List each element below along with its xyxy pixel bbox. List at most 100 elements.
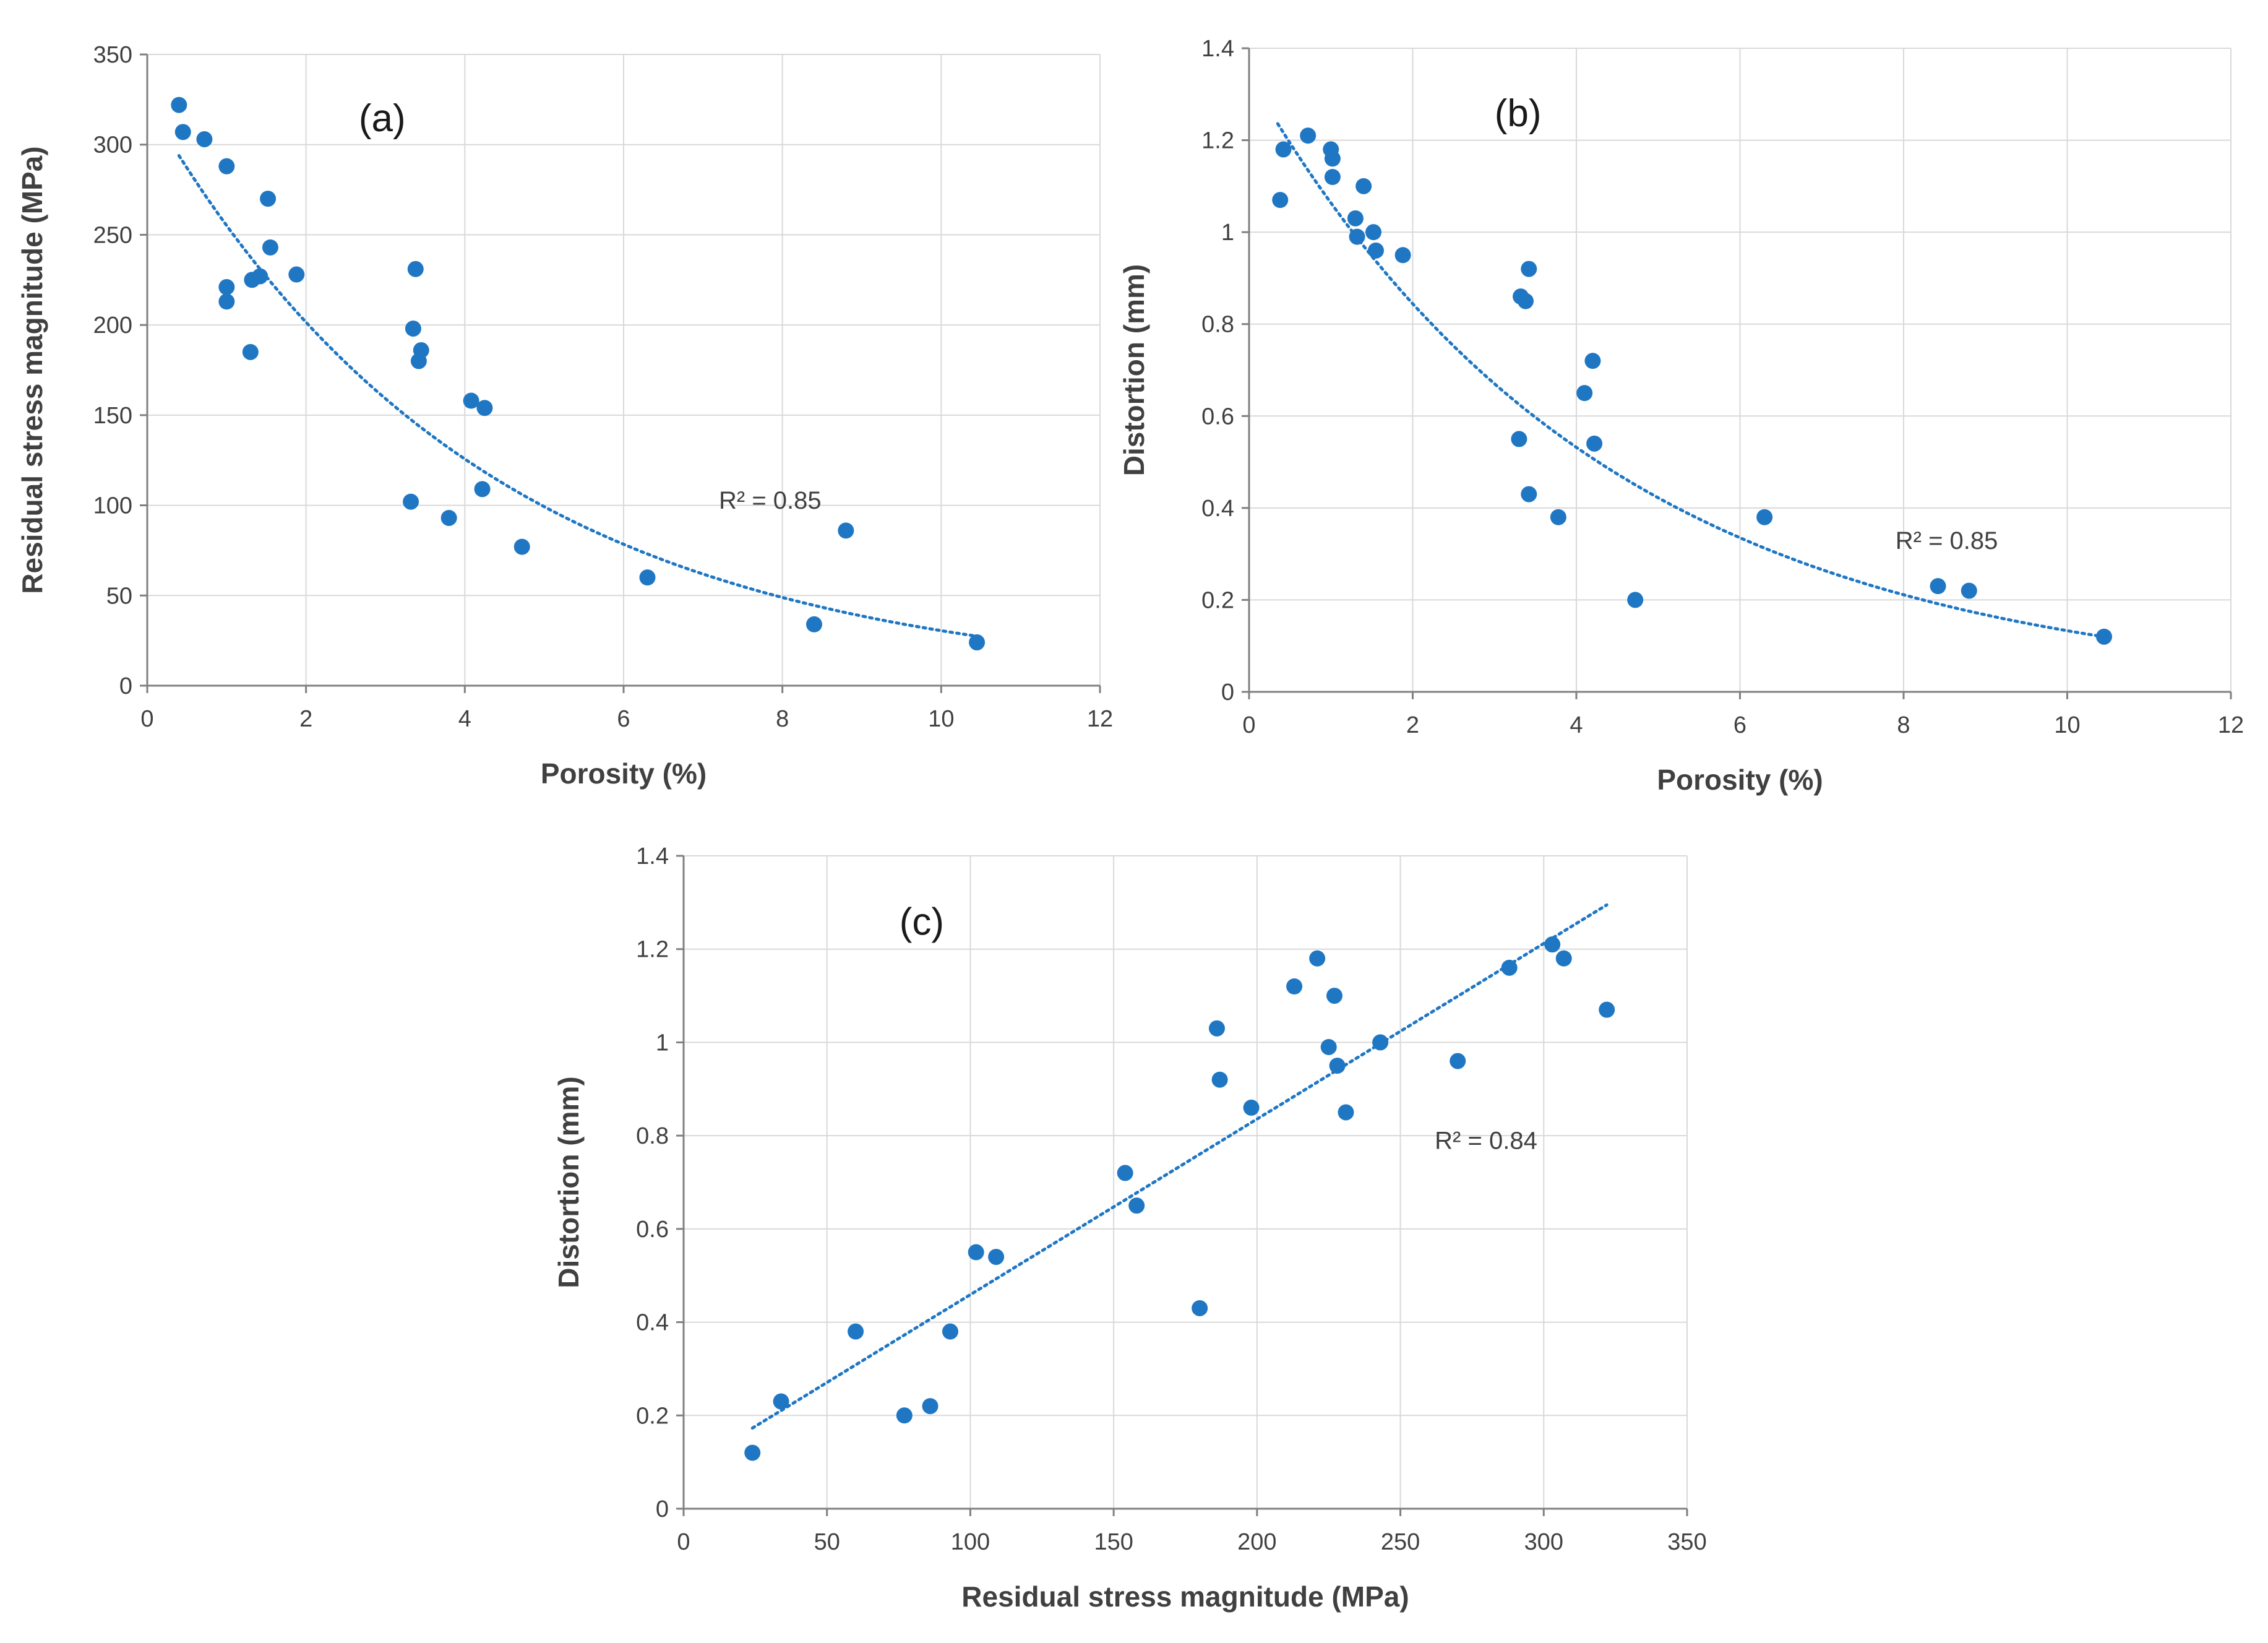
panel-c-data-point (1192, 1300, 1208, 1316)
panel-c-data-point (1555, 950, 1572, 967)
panel-a-data-point (838, 522, 854, 539)
panel-b-x-tick-label: 6 (1733, 712, 1746, 738)
panel-c-data-point (896, 1407, 913, 1424)
panel-b-r-squared: R² = 0.85 (1896, 527, 1998, 554)
panel-b-y-tick-label: 0.8 (1201, 312, 1234, 338)
panel-b-data-point (1521, 486, 1537, 502)
panel-c-x-tick-label: 200 (1237, 1529, 1276, 1555)
panel-a-x-tick-label: 6 (617, 706, 630, 732)
panel-c-x-tick-label: 100 (951, 1529, 990, 1555)
panel-b-data-point (1349, 228, 1365, 245)
panel-b-x-tick-labels: 0 2 4 6 8 10 12 (1242, 712, 2244, 738)
panel-a-data-point (196, 131, 213, 147)
panel-b-data-point (1394, 247, 1411, 264)
panel-b-data-point (1576, 385, 1593, 402)
panel-c-data-point (988, 1249, 1005, 1266)
panel-a-y-tick-label: 100 (93, 493, 132, 519)
panel-c-y-tick-label: 1.4 (636, 843, 669, 869)
panel-c-x-tick-label: 0 (677, 1529, 690, 1555)
panel-a-data-point (403, 493, 419, 510)
panel-a-y-tick-label: 250 (93, 222, 132, 248)
panel-c-data-point (1128, 1197, 1145, 1214)
panel-a-data-point (407, 261, 424, 277)
panel-c-title: (c) (900, 901, 944, 944)
panel-b-x-axis-title: Porosity (%) (1657, 764, 1823, 796)
panel-c-y-tick-label: 0.8 (636, 1123, 669, 1149)
panel-a-x-tick-label: 12 (1087, 706, 1113, 732)
panel-b-data-points (1272, 127, 2113, 645)
panel-c-trendline (750, 903, 1609, 1430)
panel-a-data-point (440, 509, 457, 526)
panel-a-y-tick-label: 200 (93, 313, 132, 339)
panel-c-x-tick-label: 50 (814, 1529, 840, 1555)
panel-a-x-tick-labels: 0 2 4 6 8 10 12 (140, 706, 1113, 732)
panel-c-data-point (1450, 1053, 1466, 1069)
panel-a-y-tick-label: 50 (106, 583, 132, 609)
panel-c-data-point (1286, 978, 1303, 994)
panel-a-data-point (463, 392, 479, 409)
panel-b-data-point (1272, 192, 1289, 209)
panel-b-title: (b) (1495, 92, 1542, 135)
panel-b-x-tick-label: 0 (1242, 712, 1255, 738)
panel-c-data-point (1243, 1099, 1260, 1116)
panel-a-data-point (218, 293, 235, 310)
panel-c-y-axis-title: Distortion (mm) (552, 1076, 585, 1288)
panel-c-data-point (1117, 1165, 1133, 1181)
panel-b-y-tick-labels: 0 0.2 0.4 0.6 0.8 1 1.2 1.4 (1201, 36, 1234, 705)
panel-a-axes (140, 53, 1101, 693)
panel-c-x-axis-title: Residual stress magnitude (MPa) (961, 1580, 1409, 1613)
panel-c-data-point (744, 1444, 761, 1461)
panel-a-data-point (969, 634, 986, 651)
panel-b-y-tick-label: 1.2 (1201, 128, 1234, 154)
panel-b-x-tick-label: 2 (1406, 712, 1419, 738)
panel-a-data-point (218, 158, 235, 175)
panel-b-data-point (1324, 169, 1341, 185)
panel-a-x-tick-label: 0 (140, 706, 153, 732)
panel-b-chart: 0 2 4 6 8 10 12 0 0.2 0.4 0.6 0.8 1 1.2 1.4 (b) R² = … (1118, 36, 2244, 796)
panel-a-data-point (171, 97, 187, 113)
panel-b-data-point (1355, 178, 1372, 194)
panel-c-y-tick-label: 0.6 (636, 1217, 669, 1243)
panel-b-x-tick-label: 8 (1897, 712, 1910, 738)
panel-a-y-tick-labels: 0 50 100 150 200 250 300 350 (93, 42, 132, 699)
panel-c-y-tick-label: 1 (656, 1030, 669, 1056)
panel-a-data-point (513, 538, 530, 555)
panel-b-data-point (1367, 242, 1384, 259)
panel-c-data-point (1208, 1020, 1225, 1037)
panel-a-trendline-group (177, 154, 975, 637)
panel-b-data-point (1961, 582, 1977, 599)
panel-b-x-tick-label: 10 (2054, 712, 2080, 738)
panel-a-data-point (252, 268, 268, 285)
panel-a-y-tick-label: 350 (93, 42, 132, 68)
panel-b-axes (1242, 47, 2232, 699)
panel-a-title: (a) (359, 97, 406, 140)
panel-b-trendline-group (1276, 122, 2102, 638)
panel-c-data-point (922, 1398, 939, 1415)
panel-b-y-tick-label: 0.6 (1201, 403, 1234, 429)
panel-c-y-tick-label: 0.4 (636, 1310, 669, 1336)
panel-b-data-point (1347, 210, 1364, 226)
panel-b-data-point (1511, 431, 1527, 447)
panel-b-x-tick-label: 12 (2218, 712, 2244, 738)
panel-b-data-point (1275, 141, 1292, 158)
panel-a-x-tick-label: 8 (776, 706, 789, 732)
panel-c-data-point (1338, 1104, 1354, 1121)
panel-c-chart: 0 50 100 150 200 250 300 350 0 0.2 0.4 0.6 0.8 1 1.2 1… (552, 843, 1707, 1613)
panel-b-data-point (1324, 150, 1341, 167)
panel-a-y-tick-label: 0 (119, 673, 132, 699)
panel-c-data-point (968, 1244, 984, 1261)
panel-a-data-point (413, 342, 429, 358)
panel-c-x-tick-labels: 0 50 100 150 200 250 300 350 (677, 1529, 1706, 1555)
panel-a-data-point (806, 616, 822, 632)
panel-b-y-tick-label: 1 (1221, 220, 1234, 246)
panel-c-x-tick-label: 350 (1667, 1529, 1706, 1555)
panel-a-y-tick-label: 150 (93, 403, 132, 429)
panel-b-trendline (1276, 122, 2102, 638)
panel-a-data-point (218, 278, 235, 295)
panel-a-trendline (177, 154, 975, 637)
panel-c-data-point (1326, 988, 1342, 1004)
panel-a-data-point (288, 266, 305, 283)
panel-b-data-point (1930, 578, 1946, 595)
panel-c-data-point (1309, 950, 1326, 967)
